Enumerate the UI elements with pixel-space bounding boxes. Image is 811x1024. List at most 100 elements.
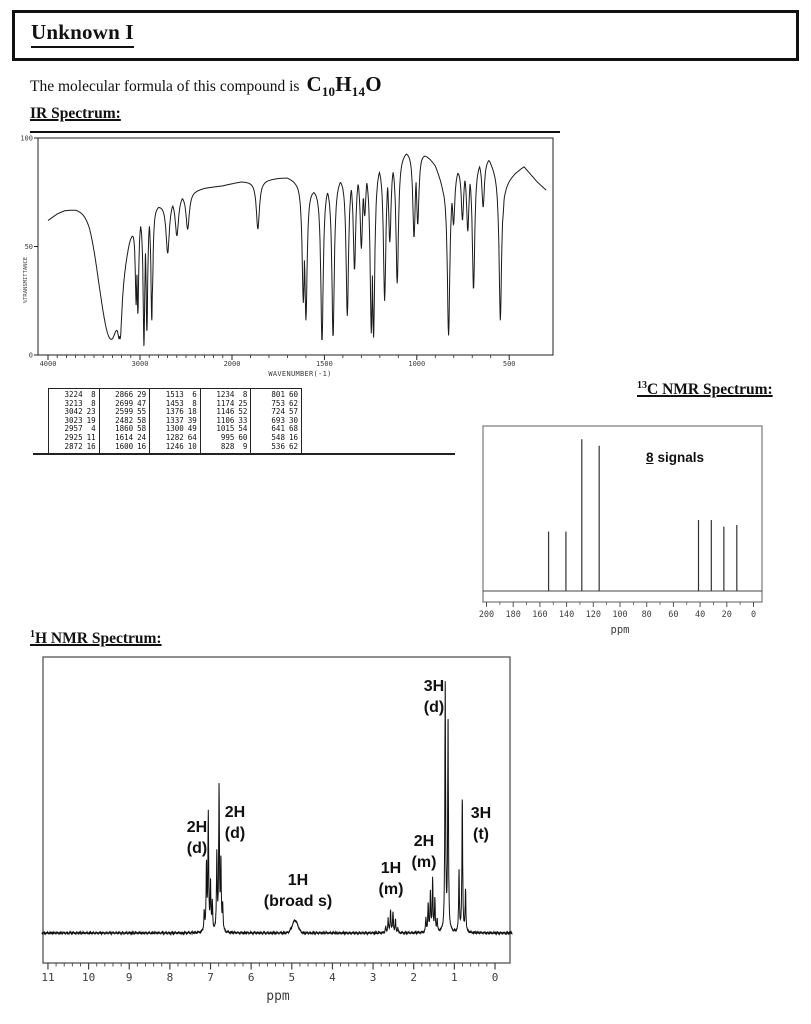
ir-peak-row: 3023 19: [64, 415, 96, 425]
svg-text:9: 9: [126, 971, 133, 984]
h1-peak-label: 1H (broad s): [263, 872, 333, 910]
svg-text:2000: 2000: [224, 360, 241, 368]
h1-trace: [41, 681, 513, 937]
svg-text:180: 180: [506, 610, 521, 620]
svg-text:500: 500: [503, 360, 516, 368]
svg-text:140: 140: [559, 610, 574, 620]
svg-text:11: 11: [41, 971, 54, 984]
svg-text:0: 0: [751, 610, 756, 620]
svg-text:7: 7: [207, 971, 214, 984]
molecular-formula: C10H14O: [306, 72, 382, 100]
ir-trace: [47, 153, 547, 347]
svg-text:80: 80: [642, 610, 652, 620]
ir-peak-table-column: 1234 8 1174 25 1146 52 1106 33 1015 54 995 60 828 9: [201, 389, 252, 453]
intro-text: The molecular formula of this compound i…: [30, 78, 300, 95]
ir-spectrum-heading: IR Spectrum:: [30, 105, 121, 122]
svg-text:2: 2: [410, 971, 417, 984]
svg-text:0: 0: [492, 971, 499, 984]
svg-text:1500: 1500: [316, 360, 333, 368]
ir-peak-row: 3224 8: [64, 390, 96, 399]
ir-peak-row: 724 57: [271, 407, 298, 417]
ir-peak-row: 1300 49: [165, 424, 197, 434]
svg-text:5: 5: [288, 971, 295, 984]
ir-peak-row: 2925 11: [64, 432, 96, 442]
c13-signal-count-annotation: 8 signals: [646, 450, 705, 465]
svg-text:WAVENUMBER(-1): WAVENUMBER(-1): [268, 370, 331, 378]
ir-peak-table-column: 2866 29 2699 47 2599 55 2482 58 1860 58 1614 24 1600…: [100, 389, 151, 453]
svg-text:40: 40: [695, 610, 705, 620]
svg-text:160: 160: [532, 610, 547, 620]
ir-peak-row: 2872 16: [64, 441, 96, 451]
ir-peak-row: 641 68: [271, 424, 298, 434]
h1-peak-label: 3H (d): [423, 678, 445, 716]
h1-peak-label: 2H (d): [224, 804, 246, 842]
ir-peak-row: 1337 39: [165, 415, 197, 425]
ir-peak-row: 1860 58: [115, 424, 147, 434]
svg-text:20: 20: [722, 610, 732, 620]
ir-peak-row: 753 62: [271, 398, 298, 408]
ir-peak-row: 548 16: [271, 432, 298, 442]
ir-peak-row: 1614 24: [115, 432, 147, 442]
svg-text:ppm: ppm: [266, 989, 290, 1004]
ir-peak-row: 2866 29: [115, 390, 147, 399]
ir-peak-row: 1174 25: [216, 398, 248, 408]
ir-peak-row: 1015 54: [216, 424, 248, 434]
ir-peak-row: 2599 55: [115, 407, 147, 417]
ir-peak-row: 1246 10: [165, 441, 197, 451]
ir-peak-table: 3224 8 3213 8 3042 23 3023 19 2957 4 2925 11 2872 16 2…: [48, 388, 302, 454]
ir-peak-row: 1453 8: [165, 398, 197, 408]
page-title: Unknown I: [31, 20, 134, 48]
svg-text:50: 50: [25, 243, 33, 251]
ir-peak-row: 536 62: [271, 441, 298, 451]
ir-peak-table-column: 3224 8 3213 8 3042 23 3023 19 2957 4 2925 11 2872 16: [49, 389, 100, 453]
ir-peak-table-column: 1513 6 1453 8 1376 18 1337 39 1300 49 1282 64 1246 10: [150, 389, 201, 453]
h1-peak-label: 2H (d): [186, 819, 208, 857]
molecular-formula-line: The molecular formula of this compound i…: [30, 72, 382, 100]
h1-peak-label: 3H (t): [470, 805, 492, 843]
ir-peak-row: 2699 47: [115, 398, 147, 408]
ir-peak-row: 3042 23: [64, 407, 96, 417]
svg-text:4000: 4000: [40, 360, 57, 368]
svg-text:4: 4: [329, 971, 336, 984]
svg-text:200: 200: [479, 610, 494, 620]
svg-text:1000: 1000: [408, 360, 425, 368]
ir-peak-row: 1234 8: [216, 390, 248, 399]
svg-text:8: 8: [167, 971, 174, 984]
svg-text:120: 120: [586, 610, 601, 620]
svg-text:ppm: ppm: [611, 624, 630, 636]
ir-peak-row: 1146 52: [216, 407, 248, 417]
svg-text:100: 100: [20, 135, 33, 143]
h1-peak-label: 2H (m): [411, 833, 437, 871]
svg-text:6: 6: [248, 971, 255, 984]
horizontal-rule: [30, 131, 560, 133]
ir-peak-row: 1106 33: [216, 415, 248, 425]
svg-text:3: 3: [370, 971, 377, 984]
c13-nmr-heading: 13C NMR Spectrum:: [637, 380, 773, 399]
svg-text:1: 1: [451, 971, 458, 984]
h1-nmr-heading: 1H NMR Spectrum:: [30, 629, 162, 648]
ir-peak-row: 828 9: [220, 441, 248, 451]
ir-peak-row: 2482 58: [115, 415, 147, 425]
svg-text:3000: 3000: [132, 360, 149, 368]
ir-peak-row: 1282 64: [165, 432, 197, 442]
ir-peak-row: 693 30: [271, 415, 298, 425]
h1-peak-label: 1H (m): [378, 860, 404, 898]
title-box: Unknown I: [12, 10, 799, 61]
svg-text:60: 60: [668, 610, 678, 620]
svg-text:0: 0: [29, 352, 33, 360]
ir-peak-row: 995 60: [220, 432, 248, 442]
ir-peak-row: 1376 18: [165, 407, 197, 417]
horizontal-rule: [33, 453, 455, 455]
ir-peak-row: 2957 4: [64, 424, 96, 434]
ir-peak-row: 3213 8: [64, 398, 96, 408]
ir-spectrum-chart: 4000 3000 2000 1500 1000 500 0 50 100 WAVENUMBER(…: [20, 135, 554, 378]
ir-peak-table-column: 801 60 753 62 724 57 693 30 641 68 548 16 536 62: [251, 389, 301, 453]
svg-text:100: 100: [612, 610, 627, 620]
svg-text:10: 10: [82, 971, 95, 984]
svg-text:%TRANSMITTANCE: %TRANSMITTANCE: [23, 257, 29, 303]
ir-peak-row: 1600 16: [115, 441, 147, 451]
ir-peak-row: 801 60: [271, 390, 298, 399]
